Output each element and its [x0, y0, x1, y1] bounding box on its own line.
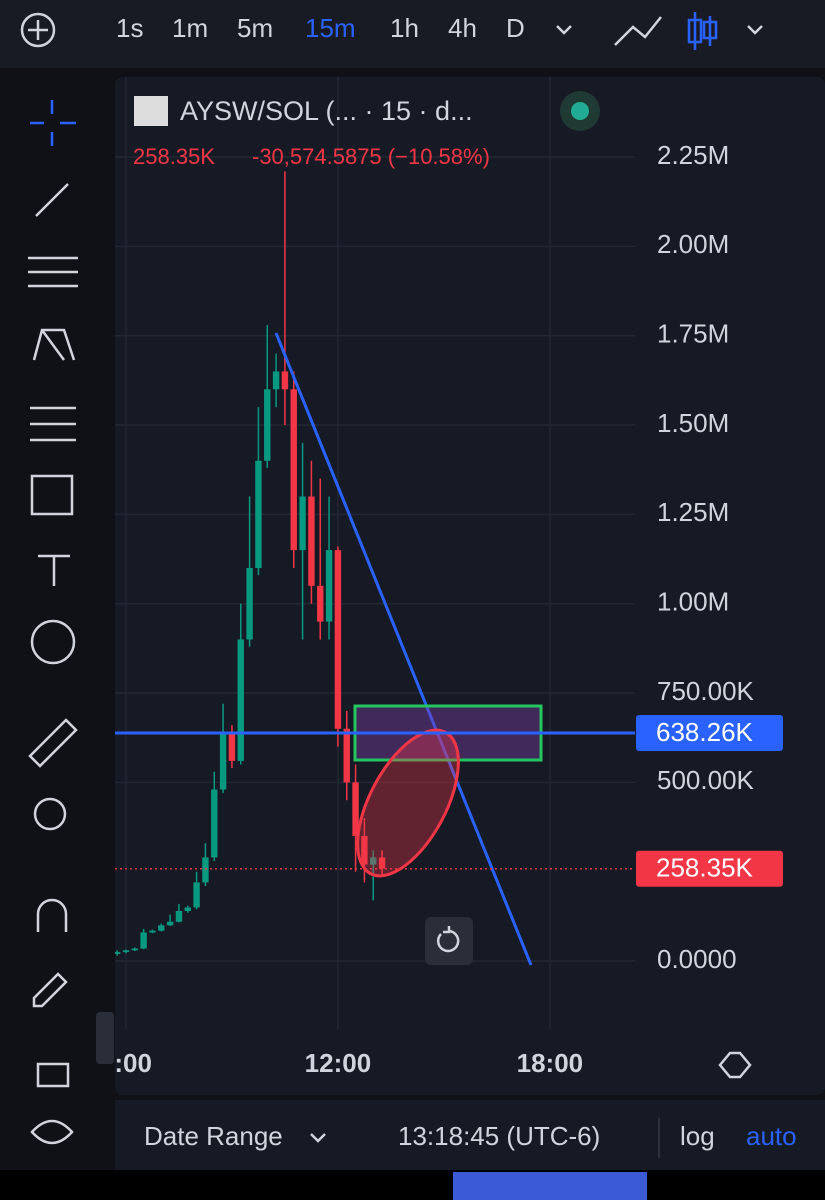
tools — [28, 100, 78, 1145]
last-price: 258.35K — [133, 144, 215, 169]
interval[interactable]: 15m — [305, 13, 356, 43]
interval[interactable]: 4h — [448, 13, 477, 43]
home-indicator — [453, 1172, 647, 1200]
price-tag — [636, 850, 783, 887]
y-tick-label: 2.00M — [657, 229, 729, 259]
x-tick-label: 18:00 — [517, 1048, 584, 1078]
draw-lock-tool[interactable] — [32, 972, 68, 1008]
trend-tool[interactable] — [35, 183, 69, 217]
x-tick-label: 12:00 — [305, 1048, 372, 1078]
shape-tool[interactable] — [30, 474, 74, 516]
interval[interactable]: 5m — [237, 13, 273, 43]
candle-body — [361, 835, 368, 865]
status-dot — [571, 102, 589, 120]
candle-body — [184, 907, 191, 912]
clock: 13:18:45 (UTC-6) — [398, 1121, 600, 1151]
chart-panel — [115, 77, 825, 1095]
y-tick-label: 1.75M — [657, 319, 729, 349]
interval[interactable]: 1h — [390, 13, 419, 43]
candle-body — [272, 371, 280, 390]
symbol-title: AYSW/SOL (... · 15 · d... — [180, 96, 473, 126]
crosshair-tool[interactable] — [30, 100, 76, 146]
y-tick-label: 500.00K — [657, 765, 755, 795]
price-tag — [636, 714, 783, 751]
candle-body — [352, 782, 359, 836]
candle-body — [317, 585, 324, 622]
reset-button[interactable] — [425, 917, 473, 965]
zoom-tool[interactable] — [33, 797, 67, 831]
y-tick-label: 1.00M — [657, 587, 729, 617]
candle-body — [334, 550, 342, 729]
candle-body — [370, 857, 377, 865]
symbol-logo — [134, 96, 168, 126]
interval[interactable]: 1m — [172, 13, 208, 43]
candle-body — [378, 857, 386, 869]
fib-tool[interactable] — [28, 256, 78, 288]
magnet-tool[interactable] — [36, 898, 68, 932]
pattern-tool[interactable] — [32, 328, 76, 361]
candle-icon[interactable] — [687, 12, 718, 50]
top-bar — [0, 0, 825, 68]
candle-body — [299, 496, 306, 551]
candle-body — [228, 732, 236, 761]
visibility-tool[interactable] — [30, 1119, 74, 1145]
candle-body — [211, 789, 218, 858]
add-icon — [28, 20, 48, 40]
candle-body — [219, 732, 227, 790]
x-tick-label: 6:00 — [100, 1048, 152, 1078]
candle-body — [281, 371, 289, 390]
candle-body — [246, 567, 253, 640]
home-strip — [0, 1170, 825, 1200]
auto-toggle[interactable]: auto — [746, 1121, 797, 1151]
y-tick-label: 0.0000 — [657, 944, 737, 974]
price-change: -30,574.5875 (−10.58%) — [252, 144, 490, 169]
interval-dropdown[interactable] — [556, 25, 572, 35]
candle-body — [308, 496, 315, 586]
candle-body — [290, 389, 297, 551]
candle-body — [122, 950, 130, 953]
date-range[interactable]: Date Range — [144, 1121, 283, 1151]
interval[interactable]: D — [506, 13, 525, 43]
trend-line-drawing[interactable] — [274, 332, 533, 966]
date-range-chevron[interactable] — [310, 1133, 326, 1143]
candle-body — [140, 932, 147, 949]
settings-icon[interactable] — [718, 1051, 752, 1079]
y-tick-label: 1.25M — [657, 497, 729, 527]
forecast-tool[interactable] — [30, 406, 76, 442]
candle-body — [343, 728, 350, 783]
candle-body — [255, 460, 262, 568]
bottom-bar — [115, 1100, 825, 1170]
lock-tool[interactable] — [36, 1062, 70, 1088]
candle-body — [166, 921, 174, 926]
text-tool[interactable] — [38, 554, 70, 586]
candle-body — [325, 550, 333, 622]
chart-type-dropdown[interactable] — [747, 25, 763, 35]
log-toggle[interactable]: log — [680, 1121, 715, 1151]
line-chart-icon[interactable] — [614, 16, 662, 46]
y-tick-label: 750.00K — [657, 676, 755, 706]
candle-body — [158, 925, 165, 931]
ruler-tool[interactable] — [28, 718, 78, 768]
add-button[interactable] — [20, 12, 56, 48]
price-tag-label: 258.35K — [656, 853, 754, 883]
y-tick-label: 1.50M — [657, 408, 729, 438]
candle-body — [131, 948, 138, 951]
candle-body — [115, 952, 121, 954]
candle-body — [264, 389, 271, 461]
candle-body — [193, 882, 200, 908]
emoji-tool[interactable] — [30, 619, 76, 665]
candle-body — [202, 857, 209, 883]
left-toolbar — [0, 68, 115, 1170]
price-tag-label: 638.26K — [656, 717, 754, 747]
collapse-handle[interactable] — [96, 1012, 114, 1064]
candle-body — [175, 911, 183, 922]
candle-body — [237, 639, 244, 761]
candle-body — [149, 930, 156, 933]
interval[interactable]: 1s — [116, 13, 143, 43]
y-tick-label: 2.25M — [657, 140, 729, 170]
reset-icon — [436, 926, 460, 953]
